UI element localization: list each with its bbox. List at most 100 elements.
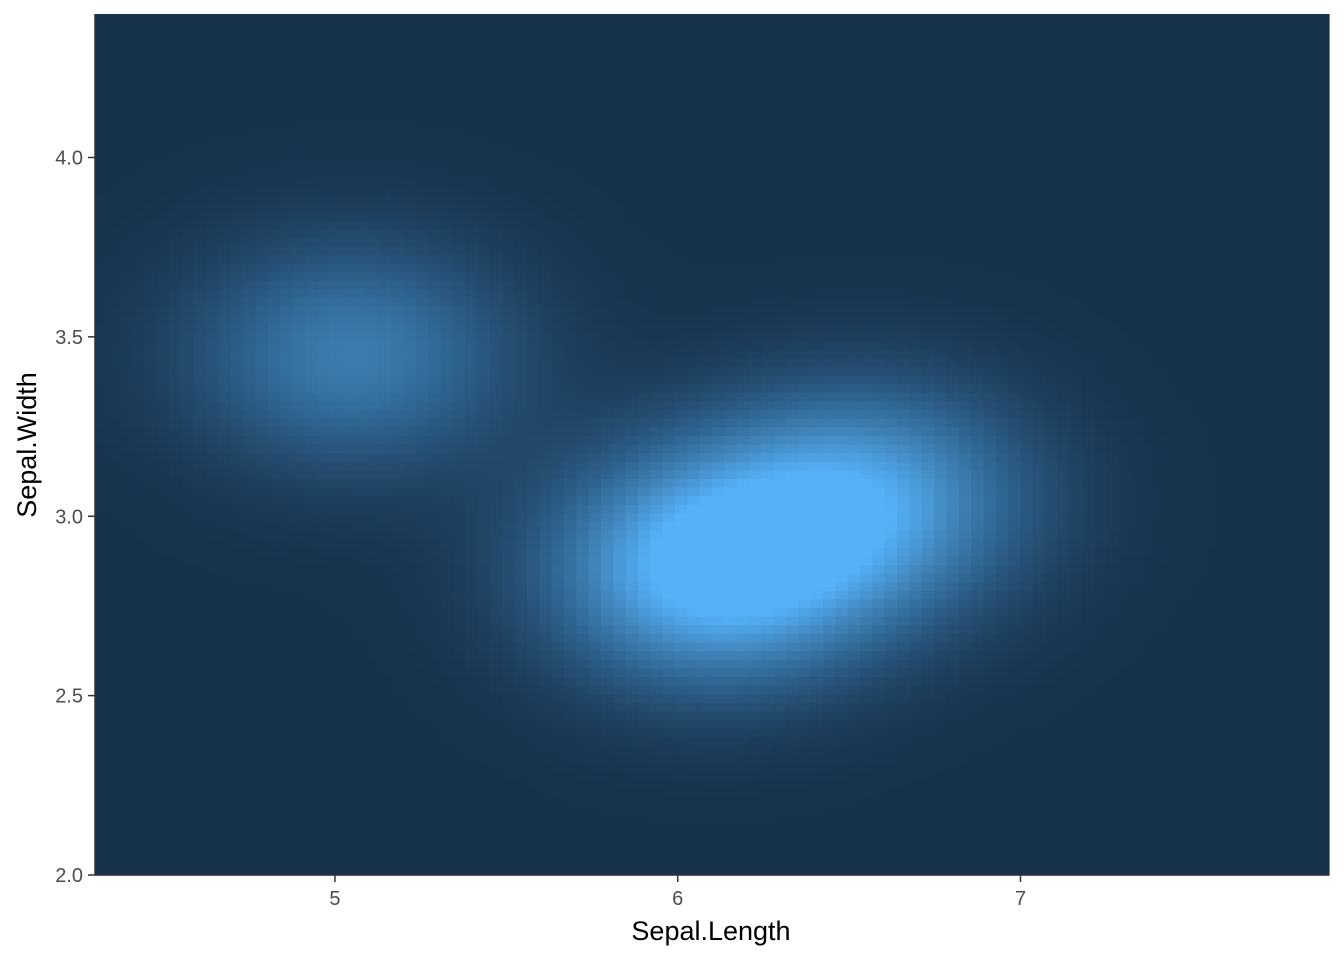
- density-cell: [292, 521, 306, 532]
- density-cell: [452, 22, 466, 32]
- density-cell: [280, 323, 294, 334]
- density-cell: [280, 806, 294, 816]
- density-cell: [526, 280, 540, 291]
- density-cell: [193, 358, 207, 368]
- density-cell: [317, 392, 331, 403]
- density-cell: [699, 780, 713, 790]
- density-cell: [428, 229, 442, 239]
- density-cell: [193, 599, 207, 609]
- density-cell: [502, 823, 516, 833]
- density-cell: [156, 280, 170, 291]
- density-cell: [563, 151, 577, 161]
- density-cell: [539, 470, 553, 480]
- density-cell: [317, 582, 331, 592]
- density-cell: [440, 375, 454, 385]
- density-cell: [267, 702, 281, 713]
- density-cell: [662, 797, 676, 807]
- density-cell: [243, 573, 257, 583]
- density-cell: [551, 82, 565, 93]
- density-cell: [415, 857, 429, 867]
- density-cell: [132, 814, 145, 824]
- density-cell: [489, 668, 503, 678]
- density-cell: [613, 806, 627, 816]
- density-cell: [428, 246, 442, 256]
- density-cell: [489, 323, 503, 334]
- density-cell: [613, 272, 627, 282]
- density-cell: [341, 573, 355, 583]
- density-cell: [415, 48, 429, 58]
- density-cell: [280, 143, 294, 153]
- density-cell: [699, 125, 713, 136]
- density-cell: [428, 556, 442, 566]
- density-cell: [206, 539, 219, 549]
- density-cell: [600, 401, 614, 411]
- density-cell: [687, 780, 701, 790]
- density-cell: [514, 461, 528, 471]
- density-cell: [440, 186, 454, 196]
- density-cell: [304, 642, 318, 652]
- density-cell: [280, 212, 294, 222]
- density-cell: [193, 711, 207, 721]
- density-cell: [329, 659, 343, 669]
- density-cell: [181, 831, 195, 842]
- density-cell: [169, 237, 182, 248]
- density-cell: [428, 384, 442, 394]
- density-cell: [354, 633, 368, 644]
- density-cell: [193, 117, 207, 127]
- density-cell: [366, 754, 380, 764]
- density-cell: [317, 444, 331, 454]
- density-cell: [502, 100, 516, 110]
- density-cell: [391, 496, 405, 506]
- density-cell: [329, 539, 343, 549]
- density-cell: [267, 521, 281, 532]
- density-cell: [415, 797, 429, 807]
- density-cell: [539, 625, 553, 635]
- density-cell: [255, 280, 269, 291]
- density-cell: [650, 375, 664, 385]
- density-cell: [650, 625, 664, 635]
- density-cell: [193, 763, 207, 773]
- density-cell: [206, 573, 219, 583]
- density-cell: [674, 590, 688, 601]
- density-cell: [452, 74, 466, 84]
- density-cell: [440, 728, 454, 738]
- density-cell: [193, 39, 207, 50]
- density-cell: [600, 444, 614, 454]
- density-cell: [378, 358, 392, 368]
- density-cell: [169, 582, 182, 592]
- density-cell: [477, 780, 491, 790]
- density-cell: [181, 315, 195, 325]
- density-cell: [119, 444, 133, 454]
- density-cell: [181, 143, 195, 153]
- density-cell: [613, 582, 627, 592]
- density-cell: [230, 143, 244, 153]
- density-cell: [502, 470, 516, 480]
- density-cell: [292, 315, 306, 325]
- density-cell: [625, 22, 639, 32]
- density-cell: [539, 737, 553, 747]
- density-cell: [243, 237, 257, 248]
- density-cell: [107, 186, 121, 196]
- density-cell: [699, 814, 713, 824]
- density-cell: [551, 100, 565, 110]
- density-cell: [366, 590, 380, 601]
- density-cell: [304, 289, 318, 299]
- density-cell: [403, 194, 417, 205]
- density-cell: [514, 668, 528, 678]
- density-cell: [107, 108, 121, 118]
- density-cell: [588, 582, 602, 592]
- density-cell: [95, 168, 108, 179]
- density-cell: [526, 728, 540, 738]
- density-cell: [169, 780, 182, 790]
- density-cell: [218, 289, 232, 299]
- density-cell: [243, 117, 257, 127]
- density-cell: [255, 487, 269, 497]
- density-cell: [650, 444, 664, 454]
- density-cell: [539, 642, 553, 652]
- density-cell: [563, 134, 577, 144]
- density-cell: [588, 74, 602, 84]
- density-cell: [514, 22, 528, 32]
- density-cell: [193, 814, 207, 824]
- density-cell: [304, 65, 318, 75]
